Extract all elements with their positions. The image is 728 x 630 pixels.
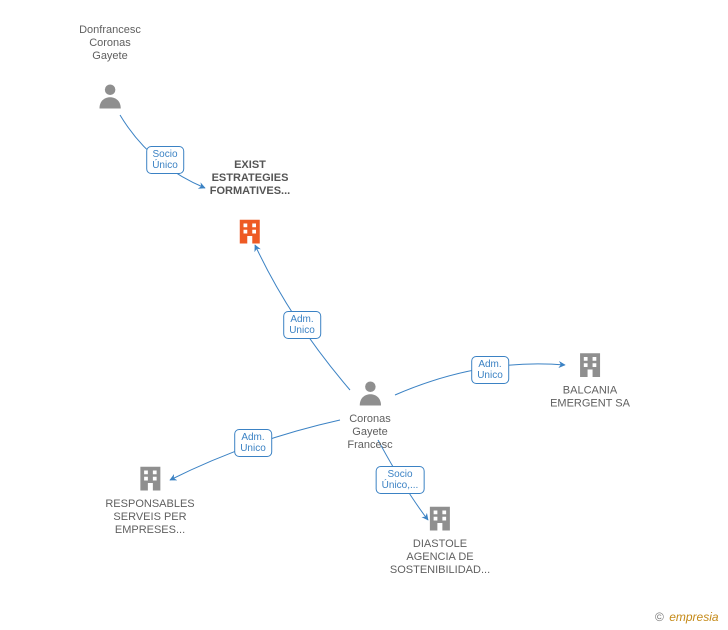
diagram-canvas: Socio Único Adm. Unico Adm. Unico Adm. Unic… <box>0 0 728 630</box>
node-label: Donfrancesc Coronas Gayete <box>79 24 141 63</box>
edge-label: Adm. Unico <box>234 429 272 457</box>
node-label: RESPONSABLES SERVEIS PER EMPRESES... <box>105 498 194 537</box>
person-icon <box>95 81 125 116</box>
building-icon <box>235 216 265 251</box>
copyright-symbol: © <box>655 610 664 624</box>
node-n_diastole: DIASTOLE AGENCIA DE SOSTENIBILIDAD... <box>390 503 490 577</box>
watermark-brand: empresia <box>669 610 718 624</box>
edge-label: Socio Único <box>146 146 184 174</box>
node-label: BALCANIA EMERGENT SA <box>550 385 630 411</box>
building-icon <box>135 463 165 498</box>
edge-label: Socio Único,... <box>376 466 425 494</box>
building-icon <box>425 503 455 538</box>
person-icon <box>355 378 385 413</box>
watermark: © empresia <box>655 610 719 624</box>
edge-label: Adm. Unico <box>283 311 321 339</box>
node-n_exist: EXIST ESTRATEGIES FORMATIVES... <box>210 159 290 251</box>
building-icon <box>575 350 605 385</box>
node-n_responsables: RESPONSABLES SERVEIS PER EMPRESES... <box>105 463 194 537</box>
node-label: DIASTOLE AGENCIA DE SOSTENIBILIDAD... <box>390 538 490 577</box>
node-label: EXIST ESTRATEGIES FORMATIVES... <box>210 159 290 198</box>
node-n_coronas: Coronas Gayete Francesc <box>347 378 392 452</box>
node-label: Coronas Gayete Francesc <box>347 413 392 452</box>
node-n_donfrancesc: Donfrancesc Coronas Gayete <box>79 24 141 116</box>
edge-label: Adm. Unico <box>471 356 509 384</box>
node-n_balcania: BALCANIA EMERGENT SA <box>550 350 630 411</box>
